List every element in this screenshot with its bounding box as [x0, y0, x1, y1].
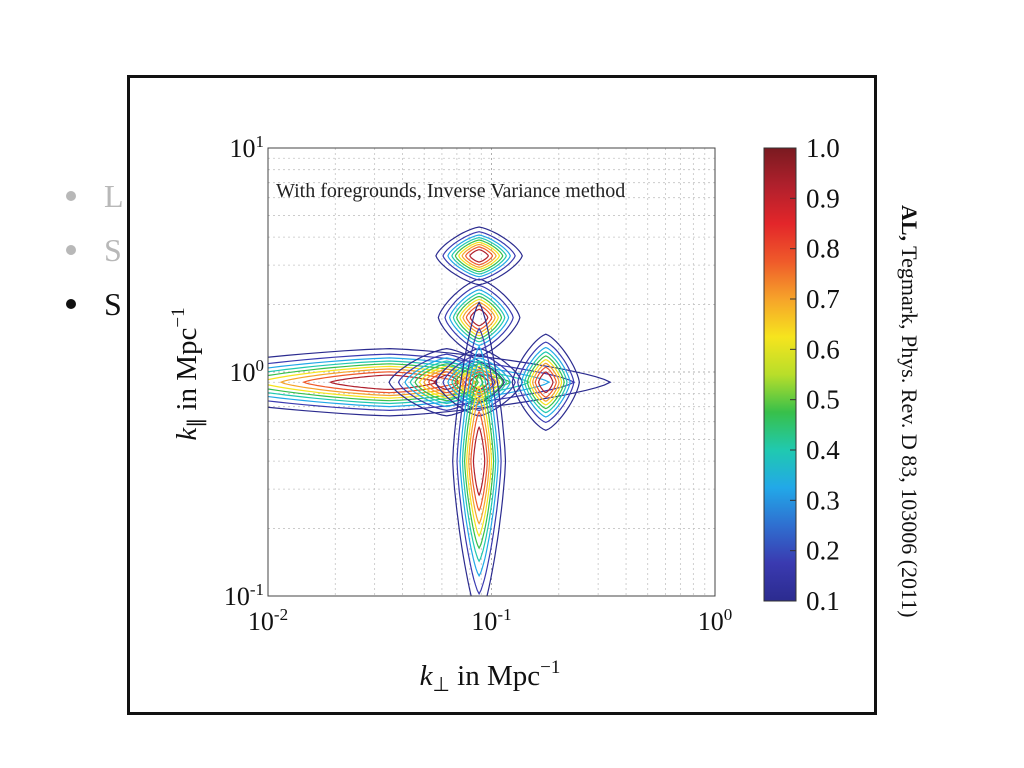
contour-line	[397, 353, 496, 412]
contour-line	[458, 241, 501, 271]
y-tick-label: 10-1	[224, 580, 264, 611]
contour-line	[520, 346, 571, 418]
x-axis-label: k⊥ in Mpc−1	[420, 657, 561, 696]
contour-line	[444, 284, 514, 351]
colorbar-tick-label: 0.8	[806, 234, 840, 264]
colorbar-tick-label: 0.5	[806, 385, 840, 415]
colorbar-tick-label: 0.3	[806, 485, 840, 515]
contour-line	[531, 362, 560, 402]
plot-annotation: With foregrounds, Inverse Variance metho…	[276, 180, 625, 202]
plot-frame	[267, 147, 716, 597]
contour-line	[423, 368, 470, 397]
y-tick-label: 101	[230, 132, 265, 163]
contour-line	[472, 425, 486, 497]
contour-line	[534, 366, 557, 398]
contour-line	[418, 365, 475, 399]
contour-line	[442, 353, 516, 412]
contour-line	[469, 249, 489, 263]
contour-line	[452, 301, 507, 596]
contour-line	[517, 341, 575, 424]
bullet-dot-icon	[66, 299, 76, 309]
contour-line	[435, 226, 523, 286]
contour-line	[451, 237, 507, 275]
colorbar-gradient	[763, 147, 797, 602]
bullet-dot-icon	[66, 245, 76, 255]
contour-line	[537, 371, 554, 394]
contour-line	[459, 345, 499, 578]
colorbar-tick-label: 0.4	[806, 435, 840, 465]
contour-line	[279, 368, 478, 397]
contour-line	[462, 301, 496, 334]
contour-line	[526, 355, 565, 410]
contour-line	[329, 374, 439, 391]
contour-peak-5	[437, 278, 521, 357]
contour-line	[511, 333, 581, 431]
bullet-text: S	[104, 232, 122, 268]
y-tick-label: 100	[230, 356, 265, 387]
bullet-item-1: L	[66, 176, 124, 216]
contour-line	[529, 358, 563, 406]
x-tick-label: 10-2	[248, 605, 288, 636]
contour-line	[466, 385, 493, 538]
contour-line	[437, 278, 521, 357]
contour-line	[448, 289, 510, 347]
contour-line	[454, 239, 504, 273]
contour-layer	[268, 226, 612, 596]
contour-line	[442, 231, 516, 281]
contour-line	[461, 359, 497, 563]
colorbar-tick-label: 1.0	[806, 133, 840, 163]
contour-line	[428, 371, 466, 394]
contour-peak-4	[511, 333, 581, 431]
contour-line	[433, 374, 460, 391]
contour-chart: With foregrounds, Inverse Variance metho…	[168, 132, 840, 696]
colorbar: 1.0 0.9 0.8 0.7 0.6 0.5 0.4 0.3 0.2 0.1	[763, 133, 840, 616]
contour-line	[470, 410, 488, 512]
bullet-item-3: S	[66, 284, 122, 324]
contour-peak-7	[452, 301, 507, 596]
bullet-text: L	[104, 178, 124, 214]
x-tick-label: 10-1	[471, 605, 511, 636]
contour-line	[468, 397, 491, 525]
bullet-text: S	[104, 286, 122, 322]
citation-authors: AL,	[897, 205, 922, 242]
contour-line	[465, 304, 493, 331]
contour-line	[461, 243, 497, 268]
contour-line	[456, 327, 502, 596]
contour-line	[447, 357, 511, 408]
colorbar-tick-label: 0.7	[806, 284, 840, 314]
bullet-dot-icon	[66, 191, 76, 201]
contour-line	[465, 246, 494, 266]
figure-panel: With foregrounds, Inverse Variance metho…	[127, 75, 877, 715]
y-axis-label: k∥ in Mpc−1	[168, 307, 207, 440]
contour-line	[268, 363, 512, 402]
colorbar-tick-label: 0.9	[806, 183, 840, 213]
contour-line	[301, 371, 460, 394]
grid-layer	[268, 148, 715, 596]
contour-line	[454, 363, 504, 402]
contour-line	[459, 298, 499, 337]
citation-reference: Tegmark, Phys. Rev. D 83, 103006 (2011)	[897, 241, 922, 618]
colorbar-tick-label: 0.2	[806, 536, 840, 566]
contour-line	[435, 347, 523, 417]
x-tick-label: 100	[698, 605, 733, 636]
colorbar-tick-label: 0.1	[806, 586, 840, 616]
bullet-item-2: S	[66, 230, 122, 270]
contour-line	[268, 360, 531, 405]
contour-line	[452, 292, 506, 343]
contour-line	[523, 351, 568, 414]
contour-line	[463, 372, 495, 550]
colorbar-tick-label: 0.6	[806, 334, 840, 364]
contour-line	[447, 234, 511, 278]
contour-peak-6	[435, 226, 523, 286]
